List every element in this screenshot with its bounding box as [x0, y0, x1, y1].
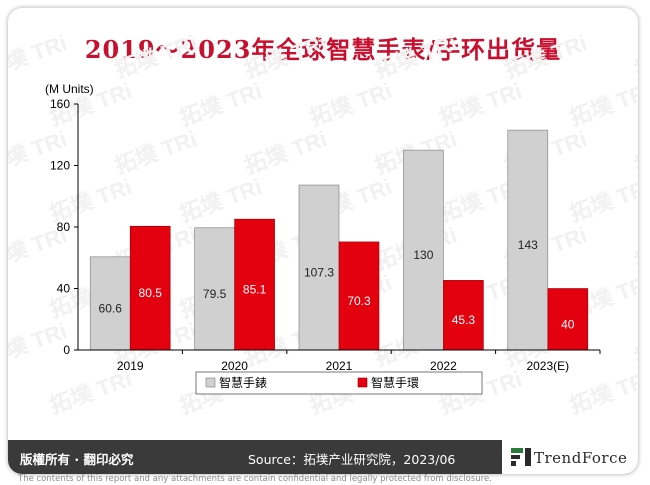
- legend-swatch: [205, 377, 216, 388]
- legend-label: 智慧手環: [371, 375, 419, 390]
- watermark-mark: 拓墣 TRi: [8, 30, 70, 83]
- bar-watch-2019: [89, 256, 131, 351]
- watermark-mark: 拓墣 TRi: [306, 78, 395, 131]
- watermark-mark: 拓墣 TRi: [46, 174, 135, 227]
- svg-text:拓墣 TRi: 拓墣 TRi: [8, 318, 70, 371]
- svg-text:拓墣 TRi: 拓墣 TRi: [46, 366, 135, 419]
- svg-text:拓墣 TRi: 拓墣 TRi: [371, 30, 460, 83]
- data-label: 70.3: [347, 294, 371, 308]
- watermark-mark: 拓墣 TRi: [631, 318, 638, 371]
- watermark-mark: 拓墣 TRi: [566, 78, 638, 131]
- disclaimer: The contents of this report and any atta…: [18, 474, 492, 484]
- svg-text:拓墣 TRi: 拓墣 TRi: [566, 174, 638, 227]
- data-label: 107.3: [304, 266, 334, 280]
- watermark-mark: 拓墣 TRi: [241, 30, 330, 83]
- bar-band-2021: [338, 241, 380, 351]
- watermark-mark: 拓墣 TRi: [111, 126, 200, 179]
- watermark-mark: 拓墣 TRi: [631, 222, 638, 275]
- svg-text:拓墣 TRi: 拓墣 TRi: [111, 126, 200, 179]
- trendforce-logo-icon: [511, 448, 531, 466]
- watermark-mark: 拓墣 TRi: [371, 30, 460, 83]
- watermark-mark: 拓墣 TRi: [241, 126, 330, 179]
- svg-text:拓墣 TRi: 拓墣 TRi: [241, 30, 330, 83]
- y-axis-label: (M Units): [45, 82, 94, 96]
- brand-name: TrendForce: [534, 449, 628, 467]
- svg-text:拓墣 TRi: 拓墣 TRi: [176, 78, 265, 131]
- svg-text:拓墣 TRi: 拓墣 TRi: [8, 30, 70, 83]
- svg-text:拓墣 TRi: 拓墣 TRi: [566, 366, 638, 419]
- watermark-mark: 拓墣 TRi: [501, 30, 590, 83]
- legend-box: [195, 371, 483, 395]
- data-label: 79.5: [203, 287, 227, 301]
- watermark-mark: 拓墣 TRi: [46, 366, 135, 419]
- watermark-mark: 拓墣 TRi: [176, 174, 265, 227]
- svg-text:拓墣 TRi: 拓墣 TRi: [501, 30, 590, 83]
- bar-watch-2023(E): [507, 129, 549, 351]
- watermark-mark: 拓墣 TRi: [8, 318, 70, 371]
- data-label: 80.5: [139, 286, 163, 300]
- svg-text:拓墣 TRi: 拓墣 TRi: [631, 30, 638, 83]
- x-tick-label: 2023(E): [526, 359, 569, 373]
- bar-watch-2020: [194, 227, 235, 351]
- brand-logo-box: TrendForce: [502, 440, 638, 474]
- data-label: 130: [413, 248, 433, 262]
- bar-band-2019: [129, 225, 171, 351]
- watermark-mark: 拓墣 TRi: [436, 78, 525, 131]
- watermark-mark: 拓墣 TRi: [631, 30, 638, 83]
- y-tick-label: 40: [57, 282, 71, 296]
- svg-text:拓墣 TRi: 拓墣 TRi: [631, 318, 638, 371]
- y-tick-label: 160: [50, 97, 70, 111]
- svg-text:拓墣 TRi: 拓墣 TRi: [566, 78, 638, 131]
- data-label: 45.3: [452, 313, 476, 327]
- footer-bar: 版權所有 · 翻印必究 Source：拓墣产业研究院，2023/06 Trend…: [8, 440, 638, 474]
- data-label: 60.6: [99, 301, 123, 315]
- x-tick-label: 2019: [117, 359, 144, 373]
- slide-frame: 2019～2023年全球智慧手表/手环出货量 拓墣 TRi 拓墣 TRi 拓墣 TR…: [8, 8, 638, 474]
- data-label: 143: [518, 238, 538, 252]
- watermark-mark: 拓墣 TRi: [566, 366, 638, 419]
- legend-label: 智慧手錶: [219, 375, 267, 390]
- y-tick-label: 120: [50, 159, 70, 173]
- svg-text:拓墣 TRi: 拓墣 TRi: [111, 30, 200, 83]
- copyright-notice: 版權所有 · 翻印必究: [20, 452, 134, 467]
- x-tick-label: 2022: [430, 359, 457, 373]
- watermark-mark: 拓墣 TRi: [566, 174, 638, 227]
- svg-text:拓墣 TRi: 拓墣 TRi: [436, 78, 525, 131]
- y-tick-label: 0: [63, 343, 70, 357]
- svg-text:拓墣 TRi: 拓墣 TRi: [631, 222, 638, 275]
- svg-text:拓墣 TRi: 拓墣 TRi: [46, 174, 135, 227]
- bar-watch-2021: [298, 184, 340, 351]
- watermark-mark: 拓墣 TRi: [111, 30, 200, 83]
- svg-text:拓墣 TRi: 拓墣 TRi: [631, 126, 638, 179]
- source-note: Source：拓墣产业研究院，2023/06: [248, 452, 456, 467]
- y-tick-label: 80: [57, 220, 71, 234]
- data-label: 40: [561, 317, 575, 331]
- data-label: 85.1: [243, 283, 267, 297]
- bar-watch-2022: [403, 149, 444, 351]
- legend-swatch: [357, 377, 368, 388]
- chart-title: 2019～2023年全球智慧手表/手环出货量: [84, 35, 562, 64]
- x-tick-label: 2020: [221, 359, 248, 373]
- watermark-mark: 拓墣 TRi: [176, 78, 265, 131]
- bar-band-2023(E): [547, 288, 589, 351]
- svg-text:拓墣 TRi: 拓墣 TRi: [241, 126, 330, 179]
- svg-text:拓墣 TRi: 拓墣 TRi: [306, 78, 395, 131]
- watermark-mark: 拓墣 TRi: [631, 126, 638, 179]
- x-tick-label: 2021: [326, 359, 353, 373]
- bar-band-2020: [234, 218, 275, 351]
- svg-text:拓墣 TRi: 拓墣 TRi: [176, 174, 265, 227]
